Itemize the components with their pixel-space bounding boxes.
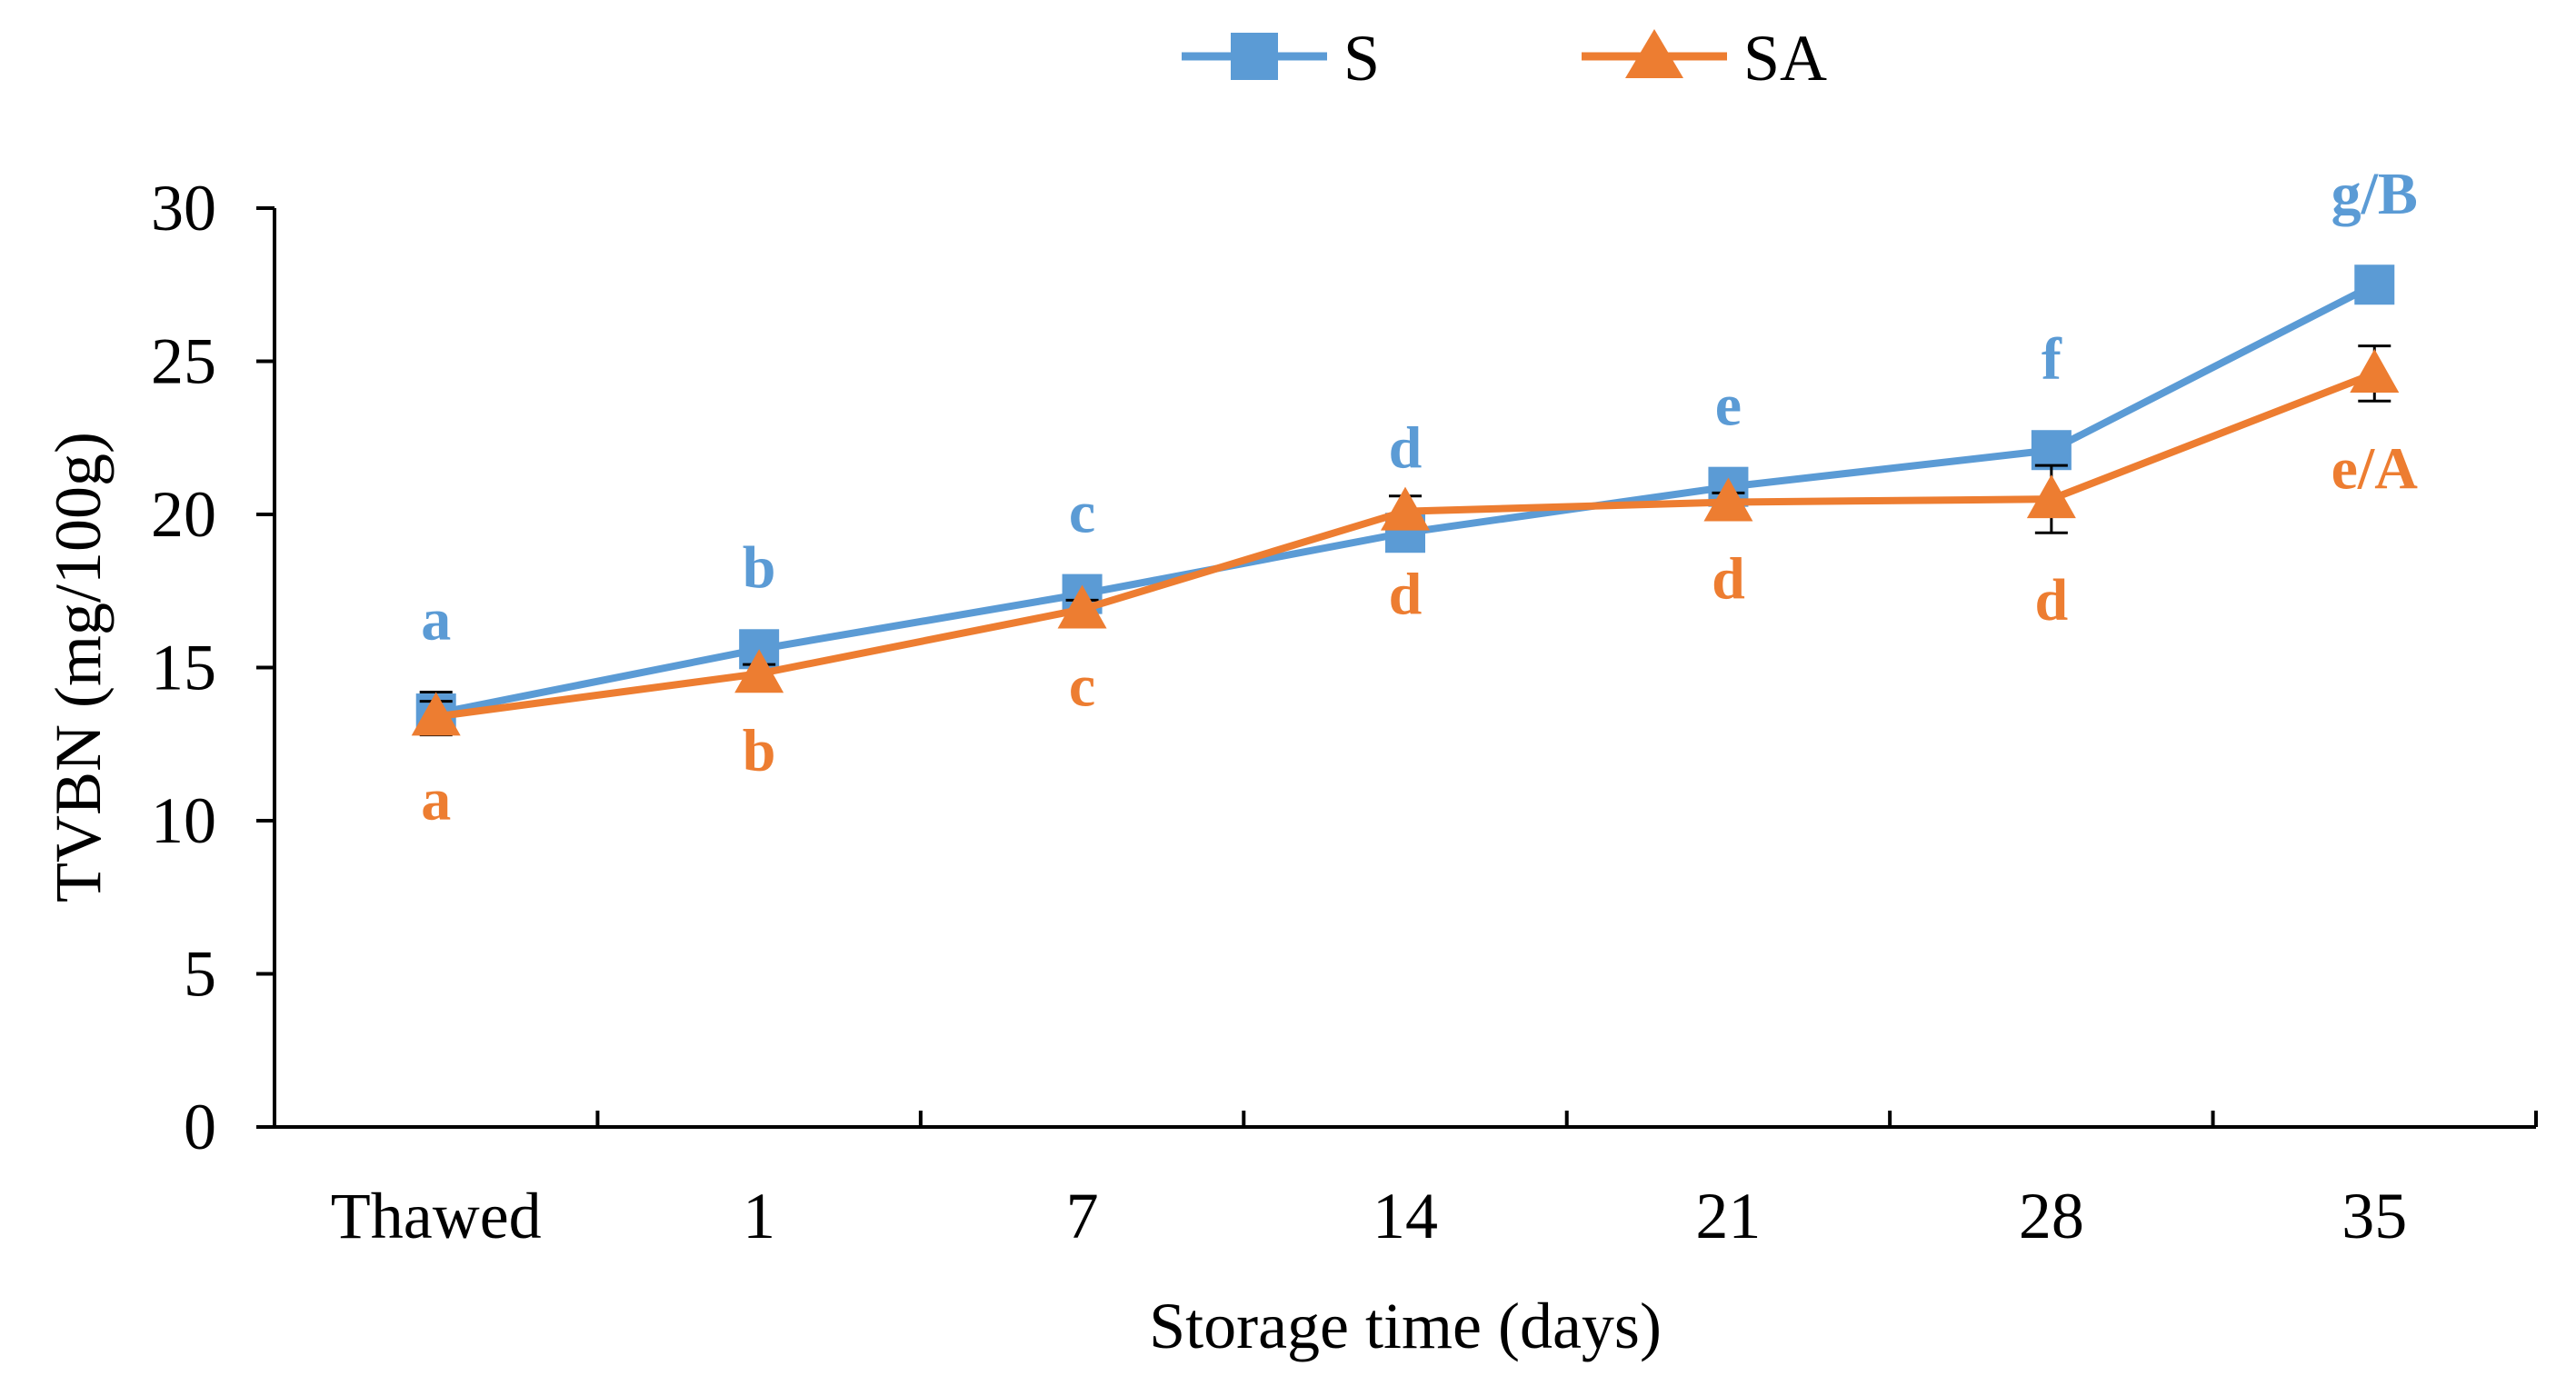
x-tick-label: 14 [1373, 1180, 1438, 1252]
legend-label-s: S [1343, 22, 1380, 95]
series-s: a b c d e f g/B [415, 161, 2418, 737]
legend-marker-sa [1625, 29, 1683, 78]
y-axis-title: TVBN (mg/100g) [42, 432, 115, 902]
plot-area: a b c d e f g/B a b c d d d e/A [411, 161, 2419, 833]
significance-label: e [1715, 373, 1742, 439]
data-point [2354, 264, 2395, 305]
series-sa: a b c d d d e/A [411, 344, 2419, 833]
legend: S SA [1182, 22, 1827, 95]
x-tick-label: 7 [1066, 1180, 1099, 1252]
x-tick-label: 35 [2341, 1180, 2407, 1252]
y-tick-label: 0 [184, 1091, 216, 1163]
x-axis-title: Storage time (days) [1149, 1290, 1662, 1362]
data-point [2350, 348, 2400, 393]
x-tick-label: 1 [743, 1180, 775, 1252]
x-tick-label: 21 [1695, 1180, 1761, 1252]
y-tick-label: 10 [151, 784, 216, 857]
legend-marker-s [1231, 33, 1278, 80]
significance-label: f [2042, 326, 2062, 393]
x-tick-label: 28 [2019, 1180, 2084, 1252]
data-point [1703, 477, 1753, 522]
significance-label: e/A [2331, 435, 2419, 502]
significance-label: c [1069, 653, 1095, 720]
data-point [1057, 584, 1107, 629]
y-tick-label: 15 [151, 632, 216, 704]
significance-label: g/B [2331, 161, 2418, 227]
x-ticks: Thawed 1 7 14 21 28 35 [331, 1111, 2538, 1252]
legend-label-sa: SA [1743, 22, 1827, 95]
axes: 0 5 10 15 20 25 30 Thawed 1 7 14 21 28 35 Storage ti… [42, 172, 2538, 1362]
y-tick-label: 5 [184, 938, 216, 1011]
data-point [2026, 474, 2076, 519]
significance-label: a [421, 586, 451, 653]
significance-label: d [1389, 415, 1423, 482]
significance-label: b [743, 717, 776, 783]
y-tick-label: 30 [151, 172, 216, 244]
significance-label: b [743, 534, 776, 601]
significance-label: c [1069, 480, 1095, 546]
data-point [2031, 430, 2072, 471]
data-point [411, 692, 461, 736]
significance-label: d [2034, 567, 2068, 633]
significance-label: d [1389, 561, 1423, 627]
data-point [1381, 486, 1430, 531]
y-tick-label: 20 [151, 478, 216, 551]
y-tick-label: 25 [151, 325, 216, 398]
significance-label: a [421, 766, 451, 833]
significance-label: d [1712, 546, 1745, 613]
x-tick-label: Thawed [331, 1180, 542, 1252]
data-point [734, 649, 784, 693]
y-ticks: 0 5 10 15 20 25 30 [151, 172, 275, 1163]
